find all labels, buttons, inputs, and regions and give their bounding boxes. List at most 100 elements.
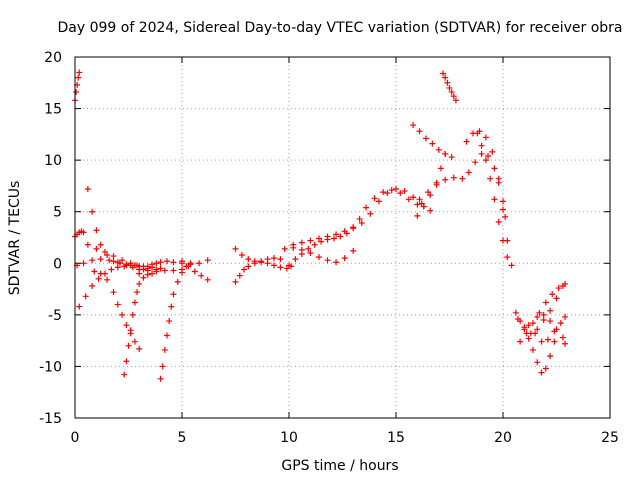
- data-point: [136, 270, 143, 277]
- data-point: [547, 307, 554, 314]
- data-point: [76, 69, 83, 76]
- data-point: [170, 291, 177, 298]
- x-tick-label: 0: [71, 430, 80, 446]
- series-arc-07: [91, 268, 143, 352]
- data-point: [93, 227, 100, 234]
- data-point: [350, 225, 357, 232]
- data-point: [136, 280, 143, 287]
- data-point: [106, 257, 113, 264]
- data-point: [73, 89, 80, 96]
- data-point: [108, 266, 115, 273]
- data-point: [131, 299, 138, 306]
- data-point: [95, 275, 102, 282]
- data-point: [315, 254, 322, 261]
- data-point: [84, 186, 91, 193]
- data-point: [341, 228, 348, 235]
- data-point: [487, 175, 494, 182]
- data-point: [500, 206, 506, 213]
- data-point: [75, 74, 82, 81]
- data-point: [179, 258, 185, 265]
- data-point: [191, 268, 198, 275]
- series-arc-27: [525, 313, 569, 345]
- data-point: [333, 259, 340, 266]
- data-point: [414, 212, 421, 219]
- data-point: [119, 311, 126, 318]
- data-point: [540, 317, 547, 324]
- data-point: [157, 375, 164, 382]
- data-point: [337, 233, 344, 240]
- data-point: [324, 233, 331, 240]
- data-point: [538, 369, 545, 376]
- data-point: [245, 263, 252, 270]
- data-point: [500, 198, 506, 205]
- data-point: [298, 239, 305, 246]
- data-point: [104, 252, 111, 259]
- x-tick-label: 25: [601, 430, 619, 446]
- data-point: [442, 150, 449, 157]
- data-point: [442, 176, 449, 183]
- data-point: [534, 313, 541, 320]
- series-arc-08: [121, 270, 156, 378]
- data-point: [153, 260, 160, 267]
- data-point: [114, 301, 121, 308]
- data-point: [76, 303, 83, 310]
- data-point: [542, 299, 549, 306]
- data-point: [166, 318, 173, 325]
- data-point: [435, 146, 442, 153]
- data-point: [463, 138, 470, 145]
- data-point: [91, 268, 98, 275]
- data-point: [136, 345, 143, 352]
- data-point: [121, 371, 128, 378]
- data-point: [264, 256, 271, 263]
- data-point: [298, 246, 305, 253]
- x-tick-label: 10: [280, 430, 298, 446]
- data-point: [380, 189, 387, 196]
- data-point: [149, 261, 156, 268]
- data-point: [433, 181, 440, 188]
- data-point: [525, 322, 532, 329]
- data-point: [559, 334, 566, 341]
- series-arc-28: [534, 311, 569, 347]
- data-point: [82, 293, 89, 300]
- series-arc-13: [232, 255, 284, 285]
- data-point: [114, 264, 121, 271]
- data-point: [89, 282, 96, 289]
- data-point: [149, 270, 156, 277]
- data-point: [311, 241, 318, 248]
- data-point: [196, 260, 203, 267]
- data-point: [80, 229, 87, 236]
- data-point: [283, 265, 290, 272]
- data-point: [315, 235, 322, 242]
- data-point: [410, 194, 417, 201]
- x-tick-label: 20: [494, 430, 512, 446]
- data-point: [525, 335, 532, 342]
- data-point: [245, 256, 252, 263]
- data-point: [485, 153, 492, 160]
- data-point: [127, 327, 134, 334]
- data-point: [324, 257, 331, 264]
- data-point: [204, 276, 211, 283]
- data-point: [465, 169, 472, 176]
- data-point: [157, 259, 164, 266]
- data-point: [444, 79, 451, 86]
- y-tick-label: -15: [39, 411, 62, 427]
- data-point: [125, 342, 132, 349]
- data-point: [517, 338, 524, 345]
- data-point: [232, 278, 239, 285]
- data-point: [529, 320, 536, 327]
- series-arc-16: [290, 244, 357, 266]
- series-arc-26: [517, 280, 569, 345]
- data-point: [452, 97, 459, 104]
- data-point: [258, 258, 265, 265]
- data-point: [553, 295, 560, 302]
- data-point: [305, 245, 312, 252]
- data-point: [393, 186, 399, 193]
- data-point: [97, 256, 104, 263]
- data-point: [534, 359, 541, 366]
- series-arc-02: [72, 228, 87, 240]
- data-point: [422, 135, 429, 142]
- data-point: [495, 175, 502, 182]
- axis-ticks: 0 5 10 15 20 25 -15 -10 -5 0 5 10 15 20: [39, 50, 619, 446]
- series-arc-18: [416, 174, 457, 203]
- data-point: [97, 270, 104, 277]
